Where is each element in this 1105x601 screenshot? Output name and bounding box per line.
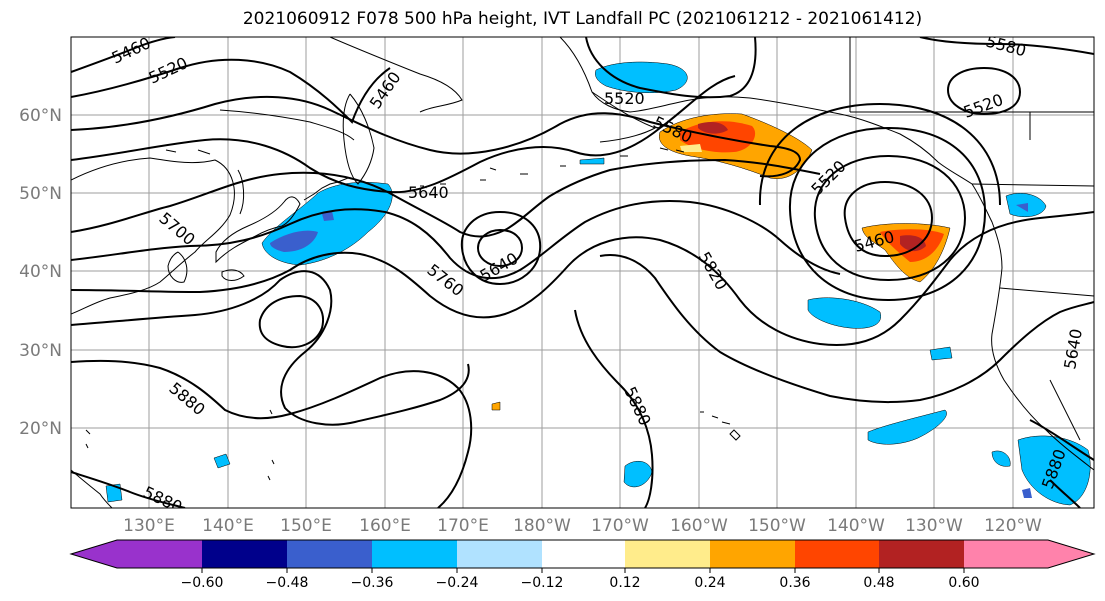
lat-label: 40°N [19, 262, 62, 282]
contour-5820 [71, 211, 1094, 346]
contour-closed-ne [946, 66, 1022, 116]
colorbar-extend-high [1048, 540, 1094, 568]
colorbar-segment [372, 540, 457, 568]
lon-label: 140°E [202, 516, 254, 536]
lon-label: 130°W [905, 516, 963, 536]
colorbar-segment [625, 540, 710, 568]
contour-5880 [71, 270, 470, 426]
contour-5700 [71, 158, 821, 238]
colorbar-tick-label: 0.12 [609, 575, 640, 591]
lon-label: 170°W [591, 516, 649, 536]
colorbar-tick-label: 0.48 [863, 575, 894, 591]
lat-label: 50°N [19, 184, 62, 204]
contour-label: 5640 [408, 183, 449, 202]
colorbar-segment [202, 540, 287, 568]
lat-label: 30°N [19, 341, 62, 361]
colorbar-outline [69, 539, 1096, 569]
colorbar-tick-label: 0.36 [779, 575, 810, 591]
lon-label: 130°E [123, 516, 175, 536]
ivt-negative-core-japan [270, 230, 318, 252]
contour-closed-low-east [843, 180, 934, 258]
colorbar-tick-label: −0.36 [351, 575, 394, 591]
colorbar-segment [457, 540, 542, 568]
lon-label: 160°E [359, 516, 411, 536]
colorbar-tick-label: 0.24 [694, 575, 725, 591]
lon-label: 170°E [437, 516, 489, 536]
contour-closed-low-west [476, 228, 524, 268]
lon-label: 160°W [670, 516, 728, 536]
height-contours [71, 37, 1094, 508]
contour-5520-nw [71, 58, 391, 124]
contour-5580 [71, 95, 802, 178]
colorbar-extend-low [71, 540, 117, 568]
contour-5460-nw [71, 37, 176, 73]
ivt-negative-region-midlat [807, 297, 882, 329]
latitude-labels: 60°N 50°N 40°N 30°N 20°N [19, 106, 62, 439]
colorbar-segment [964, 540, 1048, 568]
lon-label: 150°W [748, 516, 806, 536]
contour-5640 [71, 75, 736, 194]
colorbar-tick-label: −0.60 [181, 575, 224, 591]
colorbar-segment [879, 540, 964, 568]
colorbar-segment [710, 540, 795, 568]
longitude-labels: 130°E 140°E 150°E 160°E 170°E 180°W 170°… [123, 516, 1042, 536]
contour-label: 5520 [604, 89, 645, 108]
colorbar-tick-label: 0.60 [948, 575, 979, 591]
colorbar-tick-label: −0.24 [436, 575, 479, 591]
lon-label: 120°W [984, 516, 1042, 536]
colorbar-segment [795, 540, 879, 568]
colorbar-segment [287, 540, 372, 568]
colorbar-tick-label: −0.48 [266, 575, 309, 591]
colorbar-segment [542, 540, 625, 568]
lon-label: 150°E [280, 516, 332, 536]
map-frame [70, 36, 1095, 509]
contour-5760 [71, 199, 841, 280]
map-panel: 5460 5520 5460 5580 5520 5520 5580 5520 … [71, 37, 1094, 508]
lat-label: 60°N [19, 106, 62, 126]
lon-label: 140°W [827, 516, 885, 536]
map-title: 2021060912 F078 500 hPa height, IVT Land… [242, 9, 923, 29]
colorbar-tick-label: −0.12 [521, 575, 564, 591]
lat-label: 20°N [19, 419, 62, 439]
colorbar-segment [117, 540, 202, 568]
ivt-negative-region-bering [595, 61, 688, 93]
lon-label: 180°W [513, 516, 571, 536]
colorbar: −0.60 −0.48 −0.36 −0.24 −0.12 0.12 0.24 … [69, 539, 1096, 591]
